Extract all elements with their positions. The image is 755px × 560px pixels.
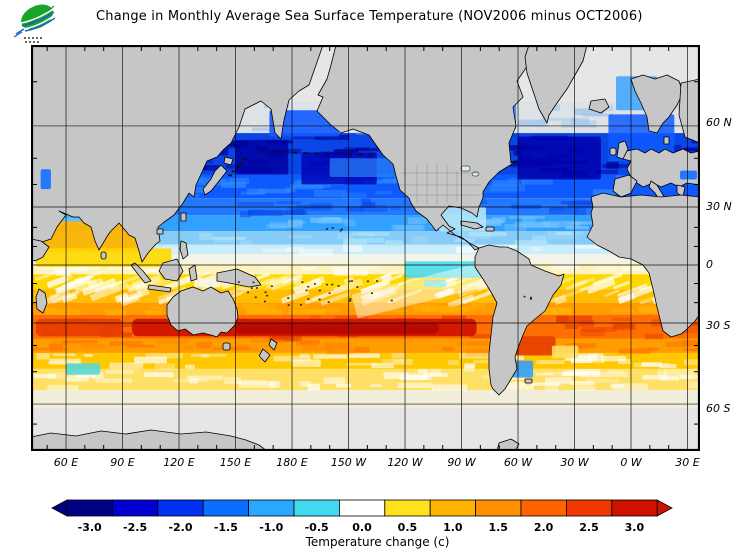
inland-seas bbox=[40, 169, 697, 190]
cbar-tick: 3.0 bbox=[624, 521, 645, 534]
land-philippines bbox=[179, 240, 189, 260]
colorbar-seg-5 bbox=[293, 499, 340, 517]
island-specks bbox=[227, 150, 532, 306]
colorbar-tick-labels: -3.0 -2.5 -2.0 -1.5 -1.0 -0.5 0.0 0.5 1.… bbox=[67, 521, 657, 534]
lat-label-0: 0 bbox=[706, 258, 713, 271]
border-ticks bbox=[32, 46, 699, 450]
land-iceland bbox=[588, 98, 610, 114]
colorbar-seg-1 bbox=[112, 499, 159, 517]
land-hainan bbox=[156, 228, 164, 235]
lon-label-90w: 90 W bbox=[447, 456, 476, 469]
lat-label-30s: 30 S bbox=[706, 319, 731, 332]
land-nz-south bbox=[258, 348, 271, 363]
land-tasmania bbox=[222, 342, 231, 351]
colorbar-seg-6 bbox=[338, 499, 386, 517]
cbar-tick: -3.0 bbox=[77, 521, 102, 534]
cbar-tick: 2.5 bbox=[579, 521, 599, 534]
colorbar-seg-10 bbox=[520, 499, 567, 517]
logo-caption-marks bbox=[24, 37, 42, 43]
land-australia bbox=[166, 286, 239, 338]
cbar-tick: -2.0 bbox=[168, 521, 193, 534]
colorbar bbox=[51, 499, 673, 517]
lon-label-150e: 150 E bbox=[219, 456, 252, 469]
lon-label-150w: 150 W bbox=[330, 456, 367, 469]
cbar-tick: 1.0 bbox=[443, 521, 463, 534]
colorbar-right-arrow bbox=[656, 499, 673, 517]
colorbar-seg-7 bbox=[384, 499, 431, 517]
cbar-tick: -1.0 bbox=[259, 521, 284, 534]
land-denmark bbox=[663, 136, 670, 145]
land-japan bbox=[202, 164, 228, 196]
colorbar-segments bbox=[66, 499, 658, 517]
cbar-tick: 2.0 bbox=[533, 521, 554, 534]
lon-label-30e: 30 E bbox=[675, 456, 700, 469]
green-leaf-logo bbox=[13, 4, 56, 43]
map-canvas bbox=[30, 44, 729, 452]
colorbar-caption: Temperature change (c) bbox=[305, 535, 450, 549]
cbar-tick: -2.5 bbox=[123, 521, 148, 534]
land-nz-north bbox=[268, 338, 278, 351]
lon-label-120e: 120 E bbox=[163, 456, 195, 469]
cbar-tick: -0.5 bbox=[304, 521, 329, 534]
colorbar-seg-3 bbox=[202, 499, 249, 517]
lon-label-90e: 90 E bbox=[110, 456, 135, 469]
land-java bbox=[147, 284, 172, 293]
lon-label-0w: 0 W bbox=[620, 456, 642, 469]
lon-label-180e: 180 E bbox=[276, 456, 308, 469]
lon-label-30w: 30 W bbox=[560, 456, 589, 469]
colorbar-seg-12 bbox=[611, 499, 658, 517]
lat-label-60n: 60 N bbox=[706, 116, 732, 129]
us-state-borders bbox=[399, 163, 481, 205]
land-hokkaido bbox=[223, 156, 234, 166]
land-ireland bbox=[609, 147, 617, 156]
land-borneo bbox=[158, 258, 184, 282]
lon-label-120w: 120 W bbox=[387, 456, 423, 469]
leaf-icon bbox=[13, 4, 56, 38]
lon-label-60w: 60 W bbox=[503, 456, 533, 469]
land-cuba bbox=[460, 220, 484, 230]
colorbar-seg-2 bbox=[157, 499, 204, 517]
land-south-america bbox=[474, 244, 565, 396]
colorbar-left-arrow bbox=[51, 499, 68, 517]
land-finland-russia bbox=[678, 78, 701, 144]
cbar-tick: -1.5 bbox=[213, 521, 238, 534]
colorbar-seg-9 bbox=[475, 499, 522, 517]
land-taiwan bbox=[180, 212, 187, 222]
land-madagascar bbox=[35, 288, 48, 314]
cbar-tick: 0.0 bbox=[352, 521, 372, 534]
land-falkland-islands bbox=[524, 378, 533, 384]
colorbar-seg-11 bbox=[566, 499, 613, 517]
colorbar-seg-0 bbox=[66, 499, 113, 517]
graticule-grid bbox=[31, 45, 700, 451]
land-new-guinea bbox=[216, 268, 262, 288]
land-hispaniola bbox=[485, 226, 495, 232]
lat-label-30n: 30 N bbox=[706, 200, 732, 213]
cbar-tick: 1.5 bbox=[488, 521, 508, 534]
land-sulawesi bbox=[188, 264, 198, 282]
lon-axis: 60 E 90 E 120 E 150 E 180 E 150 W 120 W … bbox=[31, 456, 700, 470]
land-sri-lanka bbox=[100, 251, 107, 260]
world-map bbox=[30, 44, 729, 452]
land-scandinavia bbox=[630, 74, 684, 134]
land-eurasia bbox=[30, 44, 324, 263]
lat-label-60s: 60 S bbox=[706, 402, 731, 415]
lon-label-60e: 60 E bbox=[53, 456, 79, 469]
colorbar-seg-4 bbox=[248, 499, 295, 517]
cbar-tick: 0.5 bbox=[397, 521, 418, 534]
map-border bbox=[30, 44, 701, 452]
colorbar-seg-8 bbox=[429, 499, 477, 517]
page-title: Change in Monthly Average Sea Surface Te… bbox=[96, 9, 643, 24]
land-greenland bbox=[524, 44, 588, 124]
